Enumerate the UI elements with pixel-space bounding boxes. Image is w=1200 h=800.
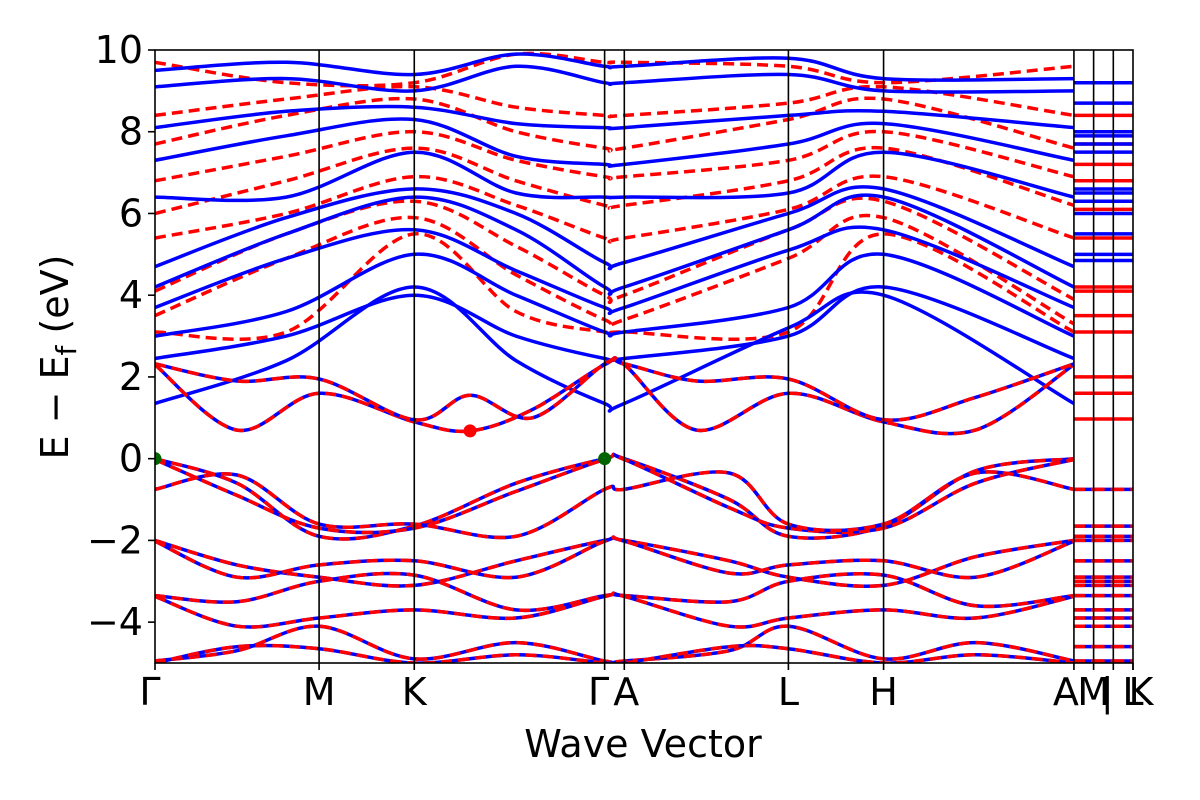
band-solid-conduction	[155, 225, 1075, 316]
band-solid-conduction	[155, 185, 1075, 271]
x-tick-label: L	[1122, 670, 1143, 714]
band-dashed-valence	[155, 643, 1075, 663]
band-solid-valence	[155, 536, 1075, 588]
band-dashed-conduction	[155, 129, 1075, 183]
band-dashed-valence	[155, 535, 1075, 580]
x-tick-label: A	[613, 670, 639, 714]
band-dashed-low-conduction	[155, 357, 1075, 422]
y-tick-label: 8	[119, 110, 143, 154]
y-axis-label-unit: (eV)	[33, 255, 77, 346]
vbm-marker	[598, 452, 612, 466]
x-tick-label: Γ	[139, 670, 160, 714]
band-solid-conduction	[155, 252, 1075, 338]
band-dashed-conduction	[155, 213, 1075, 329]
band-dashed-conduction	[155, 196, 1075, 305]
band-dashed-valence	[155, 470, 1075, 540]
y-axis-label-sub: f	[50, 344, 83, 355]
y-axis-label: E − Ef (eV)	[33, 255, 83, 460]
band-dashed-valence	[155, 536, 1075, 588]
x-tick-label: |	[1101, 670, 1114, 715]
band-dashed-valence	[155, 452, 1075, 535]
y-tick-label: −2	[87, 518, 143, 562]
band-dashed-conduction	[155, 96, 1075, 153]
plot-area	[155, 50, 1133, 663]
band-dashed-valence	[155, 571, 1075, 613]
x-tick-label: M	[1077, 670, 1110, 714]
y-tick-label: 2	[119, 355, 143, 399]
x-tick-label: K	[1129, 670, 1155, 714]
y-tick-label: 4	[119, 273, 143, 317]
x-tick-label: K	[402, 670, 428, 714]
band-solid-conduction	[155, 285, 1075, 413]
y-axis-label-main: E − E	[33, 355, 77, 459]
band-solid-conduction	[155, 193, 1075, 296]
band-solid-valence	[155, 452, 1075, 541]
y-tick-label: 6	[119, 191, 143, 235]
cbm-marker	[463, 424, 477, 438]
y-tick-label: 10	[95, 28, 143, 72]
y-axis: −4 −2 0 2 4 6 8 10	[87, 28, 155, 644]
band-solid-conduction	[155, 150, 1075, 203]
band-dashed-valence	[155, 452, 1075, 541]
band-dashed-low-conduction	[155, 356, 1075, 436]
band-solid-low-conduction	[155, 356, 1075, 436]
x-axis: Γ M K Γ A L H AM| LK	[139, 663, 1155, 715]
x-tick-label: Γ	[588, 670, 609, 714]
x-tick-label: M	[303, 670, 336, 714]
x-tick-label: A	[1053, 670, 1079, 714]
x-tick-label: L	[778, 670, 799, 714]
axes-frame	[154, 49, 1134, 664]
band-dashed-valence	[155, 591, 1075, 629]
y-tick-label: −4	[87, 600, 143, 644]
band-dashed-conduction	[155, 145, 1075, 216]
x-axis-label: Wave Vector	[524, 722, 762, 766]
axes-border	[154, 49, 1134, 664]
x-tick-label: H	[869, 670, 898, 714]
band-dashed-valence	[155, 624, 1075, 663]
band-solid-conduction	[155, 52, 1074, 82]
vbm-marker	[155, 452, 162, 466]
y-tick-label: 0	[119, 437, 143, 481]
